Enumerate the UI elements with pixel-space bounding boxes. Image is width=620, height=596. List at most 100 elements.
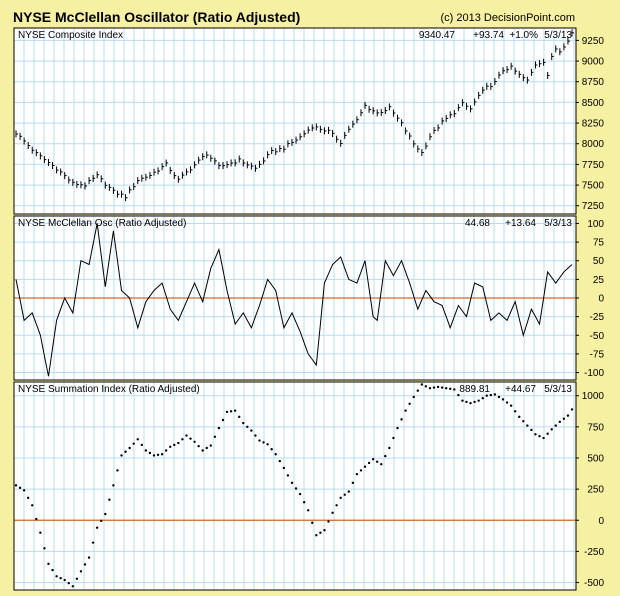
composite-panel-label: NYSE Composite Index bbox=[18, 30, 123, 41]
summation-point bbox=[457, 393, 460, 397]
summation-point bbox=[274, 453, 277, 456]
composite-ytick-label: 8000 bbox=[582, 139, 605, 150]
summation-point bbox=[51, 568, 54, 572]
summation-point bbox=[489, 393, 493, 397]
summation-point bbox=[221, 418, 225, 422]
panel-oscillator: -100 -75 -50 -25 0 25 50 75 100 NYSE McClellan O… bbox=[13, 215, 605, 381]
summation-point bbox=[290, 481, 294, 485]
summation-point bbox=[461, 399, 464, 402]
summation-point bbox=[43, 547, 46, 550]
composite-ytick-label: 7750 bbox=[582, 160, 605, 171]
summation-point bbox=[250, 429, 253, 432]
summation-point bbox=[351, 481, 355, 485]
summation-point bbox=[270, 448, 273, 451]
summation-ytick-label: -500 bbox=[584, 578, 604, 589]
summation-point bbox=[262, 441, 265, 444]
composite-readout: 9340.47 +93.74 +1.0% 5/3/13 bbox=[419, 30, 573, 41]
summation-point bbox=[550, 428, 553, 431]
summation-ytick-label: 0 bbox=[598, 516, 604, 527]
oscillator-line bbox=[15, 223, 573, 377]
summation-point bbox=[87, 556, 91, 559]
composite-readout-pct: +1.0% bbox=[509, 30, 538, 41]
summation-point bbox=[518, 415, 521, 419]
summation-point bbox=[497, 395, 501, 399]
oscillator-ytick-label: 50 bbox=[593, 256, 605, 267]
summation-point bbox=[278, 459, 281, 463]
summation-point bbox=[404, 409, 407, 412]
summation-point bbox=[509, 404, 513, 407]
summation-point bbox=[371, 458, 375, 461]
summation-point bbox=[169, 445, 172, 448]
summation-point bbox=[302, 500, 306, 504]
summation-point bbox=[375, 460, 379, 463]
summation-readout: 889.81 +44.67 5/3/13 bbox=[459, 384, 572, 395]
summation-point bbox=[152, 454, 156, 457]
copyright-text: (c) 2013 DecisionPoint.com bbox=[440, 12, 575, 24]
summation-point bbox=[193, 440, 196, 443]
summation-point bbox=[116, 469, 119, 472]
summation-point bbox=[420, 383, 424, 386]
summation-point bbox=[449, 387, 452, 391]
composite-readout-last: 9340.47 bbox=[419, 30, 456, 41]
composite-readout-change: +93.74 bbox=[473, 30, 504, 41]
summation-point bbox=[542, 436, 545, 440]
summation-point bbox=[112, 484, 115, 487]
summation-point bbox=[286, 474, 290, 477]
summation-point bbox=[311, 521, 314, 524]
summation-point bbox=[160, 453, 164, 456]
summation-point bbox=[197, 444, 200, 448]
composite-ytick-label: 8250 bbox=[582, 119, 605, 130]
oscillator-ytick-label: -25 bbox=[590, 312, 605, 323]
summation-point bbox=[444, 387, 448, 390]
summation-point bbox=[513, 410, 517, 413]
summation-point bbox=[335, 504, 338, 507]
summation-point bbox=[144, 449, 148, 452]
summation-point bbox=[566, 414, 570, 417]
oscillator-ytick-label: 25 bbox=[593, 275, 605, 286]
summation-point bbox=[136, 438, 139, 441]
composite-series bbox=[15, 29, 574, 202]
composite-yticks: 7250 7500 7750 8000 8250 8500 8750 9000 9250 bbox=[576, 36, 604, 212]
summation-point bbox=[331, 511, 334, 514]
composite-ytick-label: 8500 bbox=[582, 98, 605, 109]
oscillator-readout-last: 44.68 bbox=[465, 218, 490, 229]
summation-point bbox=[562, 417, 566, 420]
summation-point bbox=[225, 410, 229, 414]
summation-ytick-label: 500 bbox=[587, 453, 604, 464]
summation-point bbox=[14, 484, 18, 487]
summation-point bbox=[156, 453, 160, 457]
summation-ytick-label: -250 bbox=[584, 547, 604, 558]
summation-point bbox=[359, 469, 363, 472]
summation-point bbox=[177, 441, 180, 445]
summation-point bbox=[319, 531, 322, 534]
summation-point bbox=[384, 454, 387, 458]
summation-point bbox=[100, 519, 103, 523]
summation-point bbox=[428, 387, 432, 390]
summation-point bbox=[148, 451, 152, 455]
summation-point bbox=[120, 454, 123, 457]
summation-point bbox=[355, 472, 359, 476]
summation-point bbox=[79, 570, 83, 573]
summation-point bbox=[465, 400, 468, 404]
summation-point bbox=[246, 425, 249, 429]
panel-summation: -500 -250 0 250 500 750 1000 NYSE Summation In… bbox=[13, 381, 604, 591]
summation-point bbox=[343, 493, 346, 496]
summation-point bbox=[453, 388, 456, 391]
summation-point bbox=[424, 385, 428, 388]
summation-point bbox=[104, 512, 107, 516]
panel-composite: 7250 7500 7750 8000 8250 8500 8750 9000 9250 NYS… bbox=[13, 27, 604, 215]
summation-point bbox=[294, 487, 298, 490]
summation-point bbox=[67, 581, 70, 585]
summation-point bbox=[35, 517, 38, 521]
summation-point bbox=[546, 432, 549, 435]
summation-point bbox=[380, 463, 383, 466]
summation-point bbox=[213, 435, 217, 439]
summation-point bbox=[307, 509, 310, 512]
composite-ytick-label: 7250 bbox=[582, 201, 605, 212]
summation-point bbox=[39, 531, 42, 534]
composite-ytick-label: 9000 bbox=[582, 57, 605, 68]
oscillator-readout-date: 5/3/13 bbox=[544, 218, 572, 229]
summation-point bbox=[282, 466, 286, 470]
composite-ytick-label: 8750 bbox=[582, 77, 605, 88]
summation-point bbox=[388, 446, 391, 450]
